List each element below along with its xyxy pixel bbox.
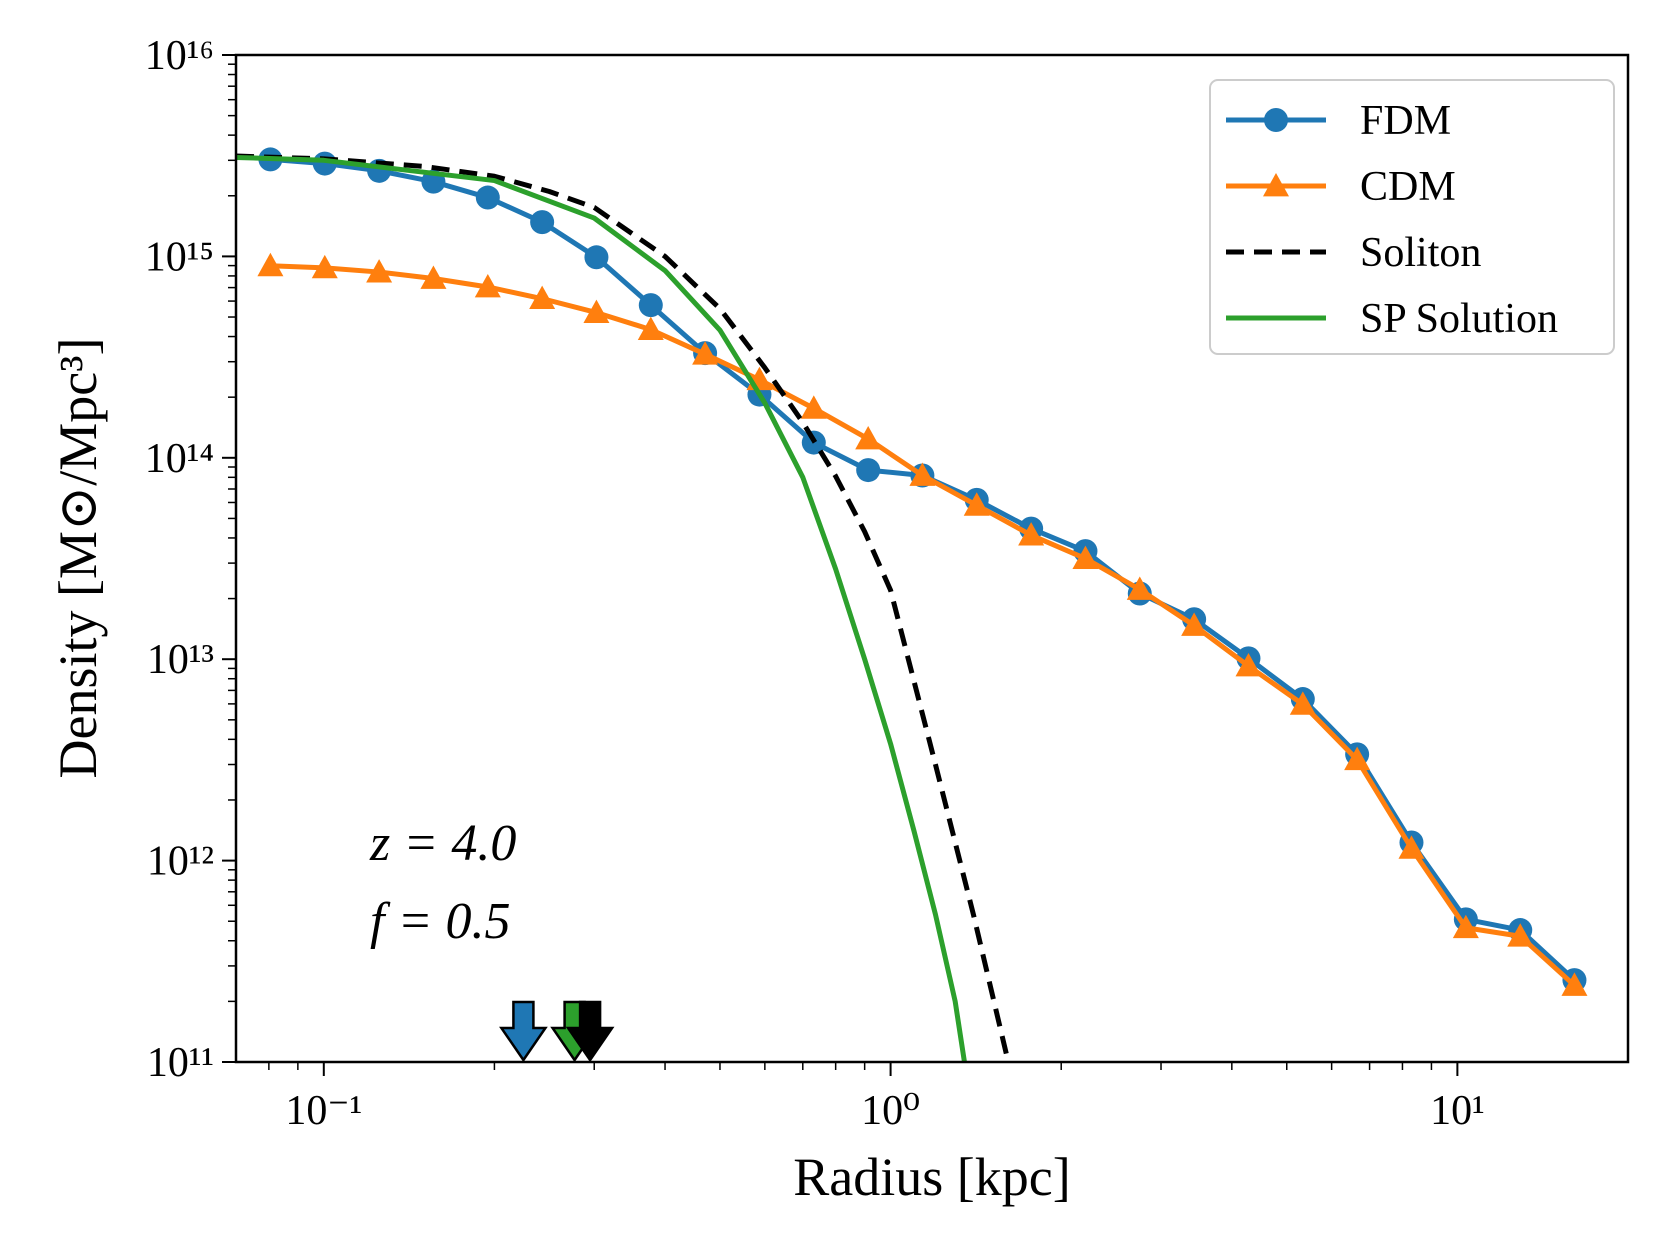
marker [366,259,393,283]
marker [311,254,338,279]
x-tick-label: 10⁰ [861,1088,920,1134]
x-axis-label: Radius [kpc] [793,1147,1070,1207]
marker [1289,691,1316,715]
marker [855,425,882,450]
marker [963,492,990,516]
marker [529,285,556,310]
marker [475,185,500,210]
series-line [236,154,967,1062]
y-tick-label: 10¹⁶ [145,33,214,79]
y-axis-label: Density [M⊙/Mpc³] [48,338,108,779]
marker [1181,612,1208,636]
marker [1126,576,1153,600]
marker [800,395,827,419]
series-line [236,153,1009,1055]
marker [1398,835,1425,859]
marker [1344,746,1371,771]
arrow-marker [499,1000,548,1063]
legend-label: Soliton [1360,230,1481,276]
plot-area [236,147,1588,1062]
legend-label: CDM [1360,164,1456,210]
y-tick-label: 10¹¹ [147,1040,214,1086]
legend-marker [1264,108,1288,132]
x-tick-label: 10⁻¹ [285,1088,362,1134]
marker [692,341,719,365]
plot-frame [234,53,1630,1064]
marker [1072,545,1099,569]
marker [257,252,284,277]
legend-marker [1263,173,1289,197]
marker [583,299,610,323]
legend-label: SP Solution [1360,296,1558,342]
legend: FDM CDM Soliton SP Solution [1209,79,1615,355]
y-tick-label: 10¹⁵ [145,234,214,280]
marker [474,273,501,298]
y-tick-label: 10¹³ [147,637,214,683]
marker [1235,653,1262,677]
y-tick-label: 10¹⁴ [145,436,214,482]
annotation: f = 0.5 [370,893,511,950]
x-tick-label: 10¹ [1430,1088,1485,1134]
legend-box [1209,79,1615,355]
marker [856,458,881,483]
y-tick-label: 10¹² [147,839,214,885]
marker [1507,923,1534,947]
marker [1561,972,1588,996]
marker [909,462,936,486]
marker [1452,914,1479,939]
marker [420,265,447,289]
marker [530,210,555,235]
marker [637,316,664,341]
annotation: z = 4.0 [369,815,516,872]
marker [584,245,609,270]
marker [1018,522,1045,546]
marker [638,293,663,318]
legend-label: FDM [1360,98,1451,144]
arrow-marker [565,1000,615,1063]
